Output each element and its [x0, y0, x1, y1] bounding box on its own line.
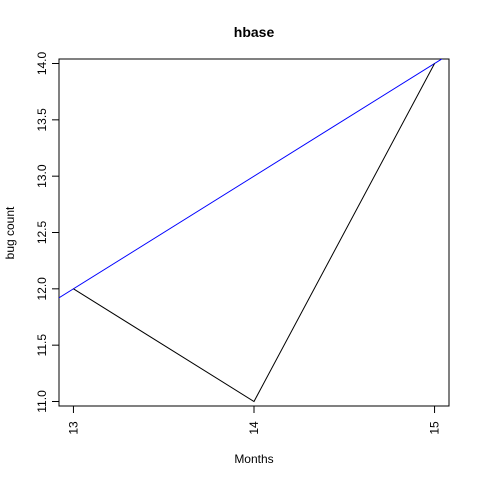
x-tick-label-15: 15	[428, 421, 442, 435]
plot-frame	[58, 58, 450, 407]
chart-title: hbase	[234, 24, 275, 40]
x-tick-label-13: 13	[66, 421, 80, 435]
y-tick-label-13.5: 13.5	[35, 108, 49, 132]
y-axis-label: bug count	[3, 206, 17, 259]
trend-line	[59, 59, 443, 299]
x-axis-label: Months	[234, 452, 273, 466]
y-tick-label-11.0: 11.0	[35, 390, 49, 413]
y-tick-label-11.5: 11.5	[35, 334, 49, 357]
x-tick-label-14: 14	[247, 421, 261, 435]
y-tick-label-13.0: 13.0	[35, 164, 49, 188]
y-tick-label-14.0: 14.0	[35, 52, 49, 76]
series-line-0	[73, 63, 435, 403]
y-tick-label-12.5: 12.5	[35, 220, 49, 244]
y-tick-label-12.0: 12.0	[35, 277, 49, 301]
